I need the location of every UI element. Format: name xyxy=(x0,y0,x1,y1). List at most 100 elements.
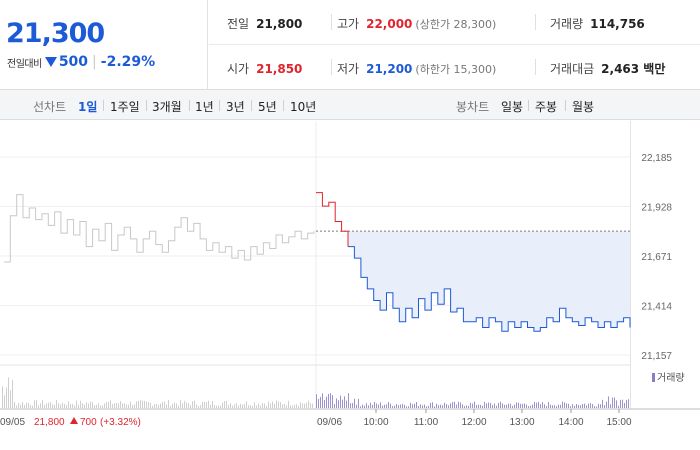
volume-bar xyxy=(70,403,71,408)
volume-bar xyxy=(474,401,475,408)
volume-bar xyxy=(406,406,407,408)
tab-1y[interactable]: 1년 xyxy=(195,100,214,114)
volume-bar xyxy=(34,400,35,408)
volume-bar xyxy=(156,403,157,408)
stats-table: 전일 21,800 고가 22,000 (상한가 28,300) 거래량 114,756… xyxy=(209,0,700,90)
volume-bar xyxy=(464,406,465,408)
change-rate: -2.29% xyxy=(100,54,156,70)
volume-bar xyxy=(568,403,569,408)
x-tick-label: 13:00 xyxy=(509,417,534,428)
volume-bar xyxy=(304,403,305,408)
tab-daily[interactable]: 일봉 xyxy=(501,100,524,114)
volume-bar xyxy=(374,401,375,408)
volume-bar xyxy=(238,405,239,408)
volume-bar xyxy=(208,400,209,408)
volume-bar xyxy=(386,404,387,408)
volume-bar xyxy=(120,400,121,408)
volume-bar xyxy=(150,402,151,408)
volume-bar xyxy=(280,402,281,408)
volume-bar xyxy=(548,402,549,408)
volume-legend: 거래량 xyxy=(652,372,685,384)
line-chart-label: 선차트 xyxy=(33,100,67,114)
volume-bar xyxy=(184,400,185,408)
volume-bar xyxy=(130,401,131,408)
tab-3m[interactable]: 3개월 xyxy=(152,100,182,114)
tab-3y[interactable]: 3년 xyxy=(226,100,245,114)
tab-10y[interactable]: 10년 xyxy=(290,100,317,114)
volume-bar xyxy=(534,401,535,408)
volume-bar xyxy=(400,404,401,408)
volume-bar xyxy=(428,405,429,408)
volume-bar xyxy=(56,400,57,408)
volume-bar xyxy=(350,403,351,408)
y-tick-label: 21,671 xyxy=(641,252,672,263)
volume-bar xyxy=(278,401,279,408)
volume-bar xyxy=(456,404,457,408)
volume-bar xyxy=(348,393,349,408)
volume-bar xyxy=(614,397,615,408)
volume-bar xyxy=(270,403,271,408)
volume-bar xyxy=(140,400,141,408)
volume-bar xyxy=(442,405,443,408)
volume-bar xyxy=(530,405,531,408)
volume-bar xyxy=(186,402,187,408)
volume-bar xyxy=(352,402,353,408)
volume-bar xyxy=(68,401,69,408)
volume-bar xyxy=(74,405,75,408)
volume-bar xyxy=(608,396,609,408)
volume-bar xyxy=(524,403,525,408)
volume-bar xyxy=(454,401,455,408)
volume-bar xyxy=(290,405,291,408)
divider xyxy=(535,14,536,30)
volume-bar xyxy=(358,398,359,408)
volume-bar xyxy=(388,402,389,408)
prev-day-close: 21,800 xyxy=(34,417,65,428)
volume-bar xyxy=(518,402,519,408)
volume-bar xyxy=(100,405,101,408)
tab-weekly[interactable]: 주봉 xyxy=(535,100,558,114)
volume-bar xyxy=(326,396,327,408)
change-label: 전일대비 xyxy=(7,58,42,70)
volume-bar xyxy=(522,403,523,408)
volume-bar xyxy=(200,405,201,408)
prev-day-rate: (+3.32%) xyxy=(100,417,141,428)
volume-bar xyxy=(570,406,571,408)
volume-bar xyxy=(244,404,245,408)
volume-bar xyxy=(458,401,459,408)
volume-bar xyxy=(574,405,575,408)
volume-bar xyxy=(596,406,597,408)
volume-bar xyxy=(564,402,565,408)
volume-bar xyxy=(182,403,183,408)
volume-bar xyxy=(136,401,137,408)
volume-bar xyxy=(328,394,329,408)
volume-bar xyxy=(168,400,169,408)
x-tick-label: 15:00 xyxy=(606,417,631,428)
tab-monthly[interactable]: 월봉 xyxy=(572,100,595,114)
quote-header: 21,300 전일대비 500 | -2.29% 전일 21,800 고가 22,0… xyxy=(0,0,700,90)
volume-bar xyxy=(94,405,95,408)
volume-bar xyxy=(478,404,479,408)
volume-bar xyxy=(248,405,249,408)
volume-bar xyxy=(584,403,585,408)
tab-1d[interactable]: 1일 xyxy=(78,100,98,114)
stat-open: 시가 21,850 xyxy=(227,62,303,76)
volume-bar xyxy=(272,401,273,408)
tab-5y[interactable]: 5년 xyxy=(258,100,277,114)
volume-bar xyxy=(52,404,53,408)
tab-1w[interactable]: 1주일 xyxy=(110,100,140,114)
volume-bar xyxy=(302,403,303,408)
volume-bar xyxy=(176,403,177,408)
volume-bar xyxy=(294,404,295,408)
volume-bar xyxy=(144,400,145,408)
volume-bar xyxy=(410,402,411,408)
volume-bar xyxy=(212,401,213,408)
volume-bar xyxy=(36,400,37,408)
volume-bar xyxy=(86,402,87,408)
volume-bar xyxy=(592,404,593,408)
volume-bar xyxy=(258,403,259,408)
volume-bar xyxy=(82,403,83,408)
volume-bar xyxy=(370,402,371,408)
volume-bar xyxy=(44,404,45,408)
volume-bar xyxy=(40,403,41,408)
volume-bar xyxy=(174,402,175,408)
